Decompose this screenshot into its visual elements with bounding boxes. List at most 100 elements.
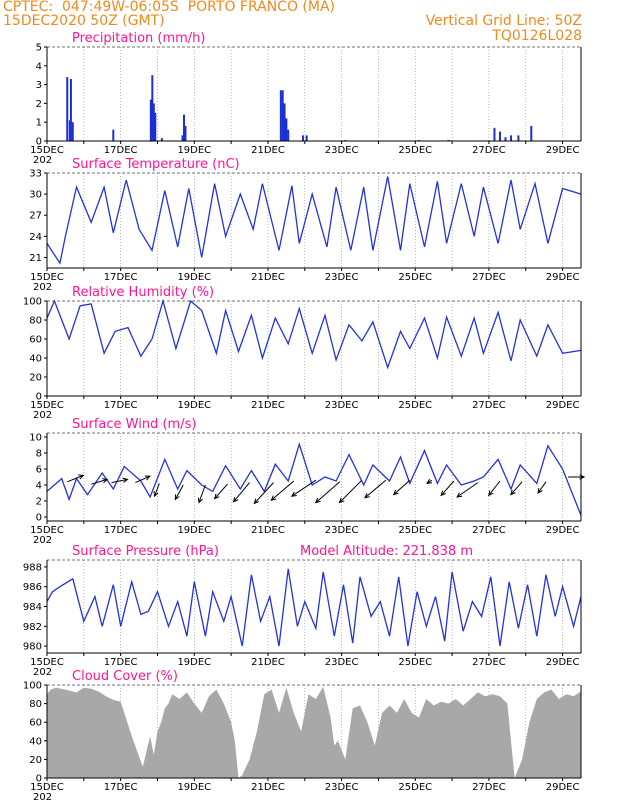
x-tick-label: 25DEC [398, 525, 432, 536]
precip-bar [510, 135, 513, 141]
x-tick-label: 17DEC [104, 657, 138, 668]
y-tick-label: 100 [23, 297, 42, 308]
y-tick-label: 980 [23, 642, 42, 653]
wind-arrow-head [270, 495, 277, 501]
y-tick-label: 20 [29, 373, 42, 384]
wind-arrow [291, 479, 317, 497]
x-tick-label: 19DEC [177, 145, 211, 156]
precip-bar [184, 125, 187, 141]
precip-bar [151, 75, 154, 141]
precip-bar [66, 77, 69, 141]
x-tick-label: 23DEC [325, 145, 359, 156]
wind-arrow-head [78, 474, 85, 480]
x-tick-label: 17DEC [104, 525, 138, 536]
wind-arrow [488, 480, 501, 496]
precip-bar [152, 103, 155, 141]
x-tick-label: 19DEC [177, 272, 211, 283]
precip-bar [68, 120, 71, 141]
x-tick-label: 23DEC [325, 272, 359, 283]
precip-bar [285, 118, 288, 141]
y-tick-label: 20 [29, 755, 42, 766]
y-tick-label: 986 [23, 582, 42, 593]
precip-bar [517, 135, 520, 141]
y-tick-label: 984 [23, 602, 42, 613]
wind-arrow-head [364, 493, 370, 499]
y-tick-label: 24 [29, 232, 42, 243]
panel-title: Surface Pressure (hPa) [72, 544, 219, 559]
precip-bar [530, 125, 533, 141]
wind-arrow [198, 484, 206, 503]
precip-bar [149, 99, 152, 141]
y-tick-label: 60 [29, 335, 42, 346]
x-tick-label: 21DEC [251, 400, 285, 411]
year-label: 202 [33, 535, 52, 546]
x-tick-label: 15DEC [30, 145, 64, 156]
wind-arrow-head [153, 491, 159, 498]
y-tick-label: 8 [36, 449, 42, 460]
header-date: 15DEC2020 50Z (GMT) [3, 13, 165, 29]
year-label: 202 [33, 282, 52, 293]
precip-bar [498, 131, 501, 141]
year-label: 202 [33, 410, 52, 421]
x-tick-label: 27DEC [472, 782, 506, 793]
x-tick-label: 15DEC [30, 272, 64, 283]
series-line [46, 568, 582, 647]
x-tick-label: 29DEC [546, 400, 580, 411]
x-tick-label: 17DEC [104, 145, 138, 156]
wind-arrow-head [488, 490, 494, 497]
y-tick-label: 0 [36, 774, 42, 785]
x-tick-label: 25DEC [398, 272, 432, 283]
y-tick-label: 27 [29, 211, 42, 222]
wind-arrow [135, 475, 150, 484]
y-tick-label: 0 [36, 392, 42, 403]
precip-bar [182, 114, 185, 141]
y-tick-label: 100 [23, 681, 42, 692]
panel-5 [44, 559, 582, 656]
wind-arrow-head [440, 490, 446, 497]
x-tick-label: 23DEC [325, 657, 359, 668]
y-tick-label: 40 [29, 736, 42, 747]
panel-title: Surface Wind (m/s) [72, 417, 196, 432]
x-tick-label: 23DEC [325, 525, 359, 536]
wind-arrow-head [314, 497, 321, 504]
x-tick-label: 19DEC [177, 400, 211, 411]
x-tick-label: 19DEC [177, 782, 211, 793]
x-tick-label: 23DEC [325, 400, 359, 411]
wind-arrow [91, 478, 108, 485]
wind-arrow-head [392, 489, 399, 496]
panel-3 [44, 298, 582, 399]
precip-bar [283, 103, 286, 141]
y-tick-label: 60 [29, 718, 42, 729]
year-label: 202 [33, 667, 52, 678]
wind-arrow [364, 479, 387, 499]
x-tick-label: 23DEC [325, 782, 359, 793]
y-tick-label: 30 [29, 190, 42, 201]
precip-bar [71, 122, 74, 141]
wind-arrow [510, 481, 523, 495]
x-tick-label: 29DEC [546, 272, 580, 283]
x-tick-label: 25DEC [398, 145, 432, 156]
x-tick-label: 29DEC [546, 145, 580, 156]
x-tick-label: 17DEC [104, 782, 138, 793]
precip-bar [301, 135, 304, 141]
wind-arrow-head [426, 478, 433, 485]
series-line [46, 441, 582, 516]
x-tick-label: 15DEC [30, 657, 64, 668]
precip-bar [279, 90, 282, 141]
header-grid-note: Vertical Grid Line: 50Z [425, 13, 582, 29]
wind-arrow-head [144, 475, 151, 481]
y-tick-label: 80 [29, 699, 42, 710]
x-tick-label: 27DEC [472, 525, 506, 536]
x-tick-label: 27DEC [472, 145, 506, 156]
y-tick-label: 80 [29, 316, 42, 327]
wind-arrow [271, 480, 295, 501]
wind-arrow [537, 481, 547, 494]
y-tick-label: 3 [36, 80, 42, 91]
y-tick-label: 1 [36, 118, 42, 129]
y-tick-label: 0 [36, 513, 42, 524]
series-line [46, 176, 582, 265]
y-tick-label: 5 [36, 43, 42, 54]
panel-annotation: Model Altitude: 221.838 m [300, 544, 473, 559]
x-tick-label: 15DEC [30, 782, 64, 793]
cloud-area [47, 686, 581, 778]
